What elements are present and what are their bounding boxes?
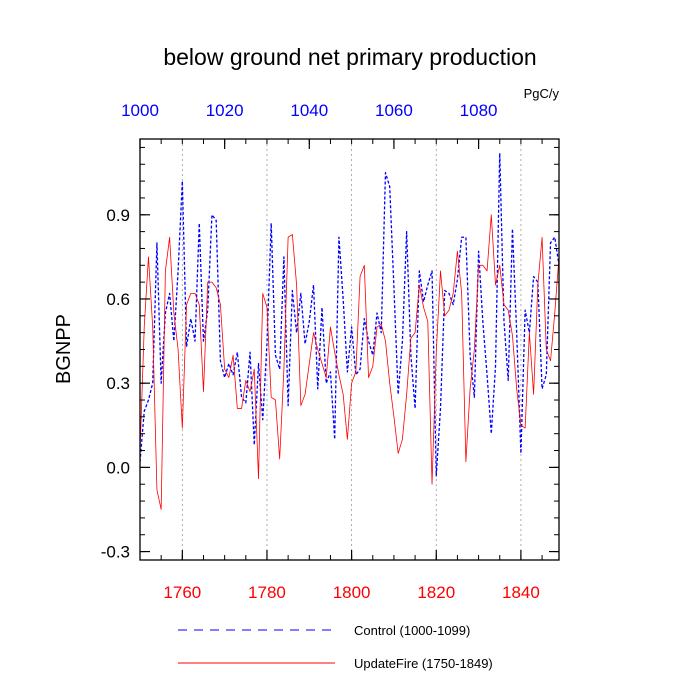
y-tick-label: 0.9	[106, 206, 130, 225]
y-tick-label: -0.3	[101, 543, 130, 562]
top-tick-label: 1040	[290, 101, 328, 120]
legend-label-control: Control (1000-1099)	[354, 623, 470, 638]
y-axis-label: BGNPP	[53, 314, 75, 384]
bottom-tick-label: 1820	[417, 583, 455, 602]
series-line-0	[140, 152, 559, 477]
top-tick-label: 1080	[460, 101, 498, 120]
vertical-gridlines	[181, 139, 522, 560]
legend-label-updatefire: UpdateFire (1750-1849)	[354, 656, 493, 671]
y-tick-label: 0.0	[106, 458, 130, 477]
top-tick-label: 1060	[375, 101, 413, 120]
series-layer	[140, 152, 559, 510]
y-tick-label: 0.3	[106, 374, 130, 393]
top-x-axis: 1000 1020 1040 1060 1080	[121, 101, 543, 149]
bottom-x-axis: 1760 1780 1800 1820 1840	[139, 550, 543, 602]
series-line-1	[140, 214, 559, 510]
bottom-tick-label: 1760	[163, 583, 201, 602]
y-tick-label: 0.6	[106, 290, 130, 309]
legend: Control (1000-1099) UpdateFire (1750-184…	[178, 623, 493, 671]
top-tick-label: 1000	[121, 101, 159, 120]
units-label: PgC/y	[524, 86, 560, 101]
y-axis: -0.3 0.0 0.3 0.6 0.9	[101, 146, 559, 562]
bottom-tick-label: 1780	[248, 583, 286, 602]
chart-title: below ground net primary production	[163, 44, 536, 70]
top-tick-label: 1020	[206, 101, 244, 120]
bottom-tick-label: 1840	[502, 583, 540, 602]
plot-frame	[139, 138, 560, 561]
bottom-tick-label: 1800	[333, 583, 371, 602]
